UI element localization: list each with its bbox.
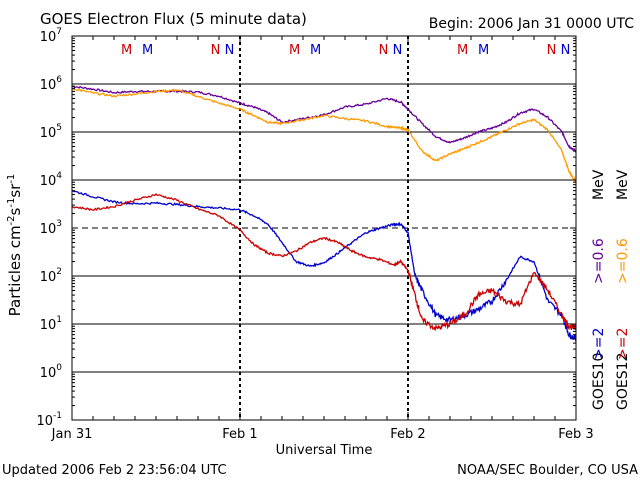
y-axis-label-mid1: s — [6, 207, 24, 215]
y-tick-base: 10 — [40, 270, 57, 285]
y-tick-base: 10 — [40, 30, 57, 45]
legend-goes10-satellite: GOES10 — [591, 353, 607, 410]
y-tick-base: 10 — [40, 78, 57, 93]
local-time-marker: N — [211, 43, 221, 58]
legend-goes10-06mev: >=0.6 — [591, 238, 607, 284]
y-tick-base: 10 — [40, 222, 57, 237]
y-axis-label-sup1: -2 — [6, 215, 17, 225]
y-tick-exponent: 2 — [56, 267, 62, 277]
legend-goes10-unit: MeV — [591, 169, 607, 200]
y-tick-exponent: 5 — [56, 123, 62, 133]
y-tick-label: 104 — [40, 171, 63, 189]
y-axis-label-mid2: sr — [6, 183, 24, 198]
x-tick-label: Jan 31 — [51, 427, 93, 442]
y-tick-exponent: 1 — [56, 315, 62, 325]
y-axis-label: Particles cm-2s-1sr-1 — [6, 174, 24, 317]
local-time-marker: M — [121, 43, 132, 58]
local-time-marker: M — [142, 43, 153, 58]
legend: GOES10>=2>=0.6MeV GOES12>=2>=0.6MeV — [591, 169, 631, 410]
y-tick-base: 10 — [40, 318, 57, 333]
local-time-marker: N — [561, 43, 571, 58]
x-tick-label: Feb 2 — [390, 427, 425, 442]
legend-goes10-label: GOES10>=2 >=0.6 MeV — [591, 169, 607, 410]
x-axis-label: Universal Time — [276, 443, 373, 458]
local-time-marker: N — [225, 43, 235, 58]
legend-goes12-06mev: >=0.6 — [615, 238, 631, 284]
local-time-marker: M — [478, 43, 489, 58]
x-tick-label: Feb 1 — [222, 427, 257, 442]
series-line-2 — [72, 190, 577, 342]
local-time-marker: M — [289, 43, 300, 58]
y-tick-label: 101 — [40, 315, 62, 333]
local-time-marker: N — [393, 43, 403, 58]
y-tick-label: 105 — [40, 123, 62, 141]
y-tick-exponent: -1 — [53, 411, 62, 421]
series-line-1 — [71, 87, 577, 183]
legend-goes12-2mev: >=2 — [615, 328, 631, 360]
series-line-3 — [71, 193, 577, 331]
y-tick-label: 10-1 — [36, 411, 62, 429]
x-tick-label: Feb 3 — [558, 427, 593, 442]
series-line-0 — [72, 85, 577, 153]
local-time-marker: M — [457, 43, 468, 58]
y-tick-base: 10 — [40, 174, 57, 189]
credit-label: NOAA/SEC Boulder, CO USA — [457, 463, 638, 478]
local-time-marker: N — [547, 43, 557, 58]
y-tick-exponent: 0 — [56, 363, 62, 373]
y-axis-label-sup2: -1 — [6, 198, 17, 208]
updated-timestamp: Updated 2006 Feb 2 23:56:04 UTC — [2, 463, 227, 478]
y-tick-label: 102 — [40, 267, 62, 285]
begin-label: Begin: 2006 Jan 31 0000 UTC — [429, 16, 634, 32]
y-tick-base: 10 — [40, 366, 57, 381]
y-tick-label: 103 — [40, 219, 62, 237]
legend-goes12-unit: MeV — [615, 169, 631, 200]
y-tick-label: 100 — [40, 363, 63, 381]
local-time-marker: N — [379, 43, 389, 58]
y-tick-label: 106 — [40, 75, 63, 93]
legend-goes10-2mev: >=2 — [591, 328, 607, 360]
y-tick-exponent: 6 — [56, 75, 62, 85]
y-axis-label-text: Particles cm — [6, 225, 24, 316]
y-tick-exponent: 4 — [56, 171, 62, 181]
y-tick-exponent: 7 — [56, 27, 62, 37]
y-axis-label-sup3: -1 — [6, 174, 17, 184]
legend-goes12-label: GOES12>=2 >=0.6 MeV — [615, 169, 631, 410]
chart-title: GOES Electron Flux (5 minute data) — [40, 10, 307, 28]
y-tick-exponent: 3 — [56, 219, 62, 229]
y-tick-base: 10 — [36, 414, 53, 429]
local-time-marker: M — [310, 43, 321, 58]
y-tick-label: 107 — [40, 27, 62, 45]
y-tick-base: 10 — [40, 126, 57, 141]
legend-goes12-satellite: GOES12 — [615, 353, 631, 410]
